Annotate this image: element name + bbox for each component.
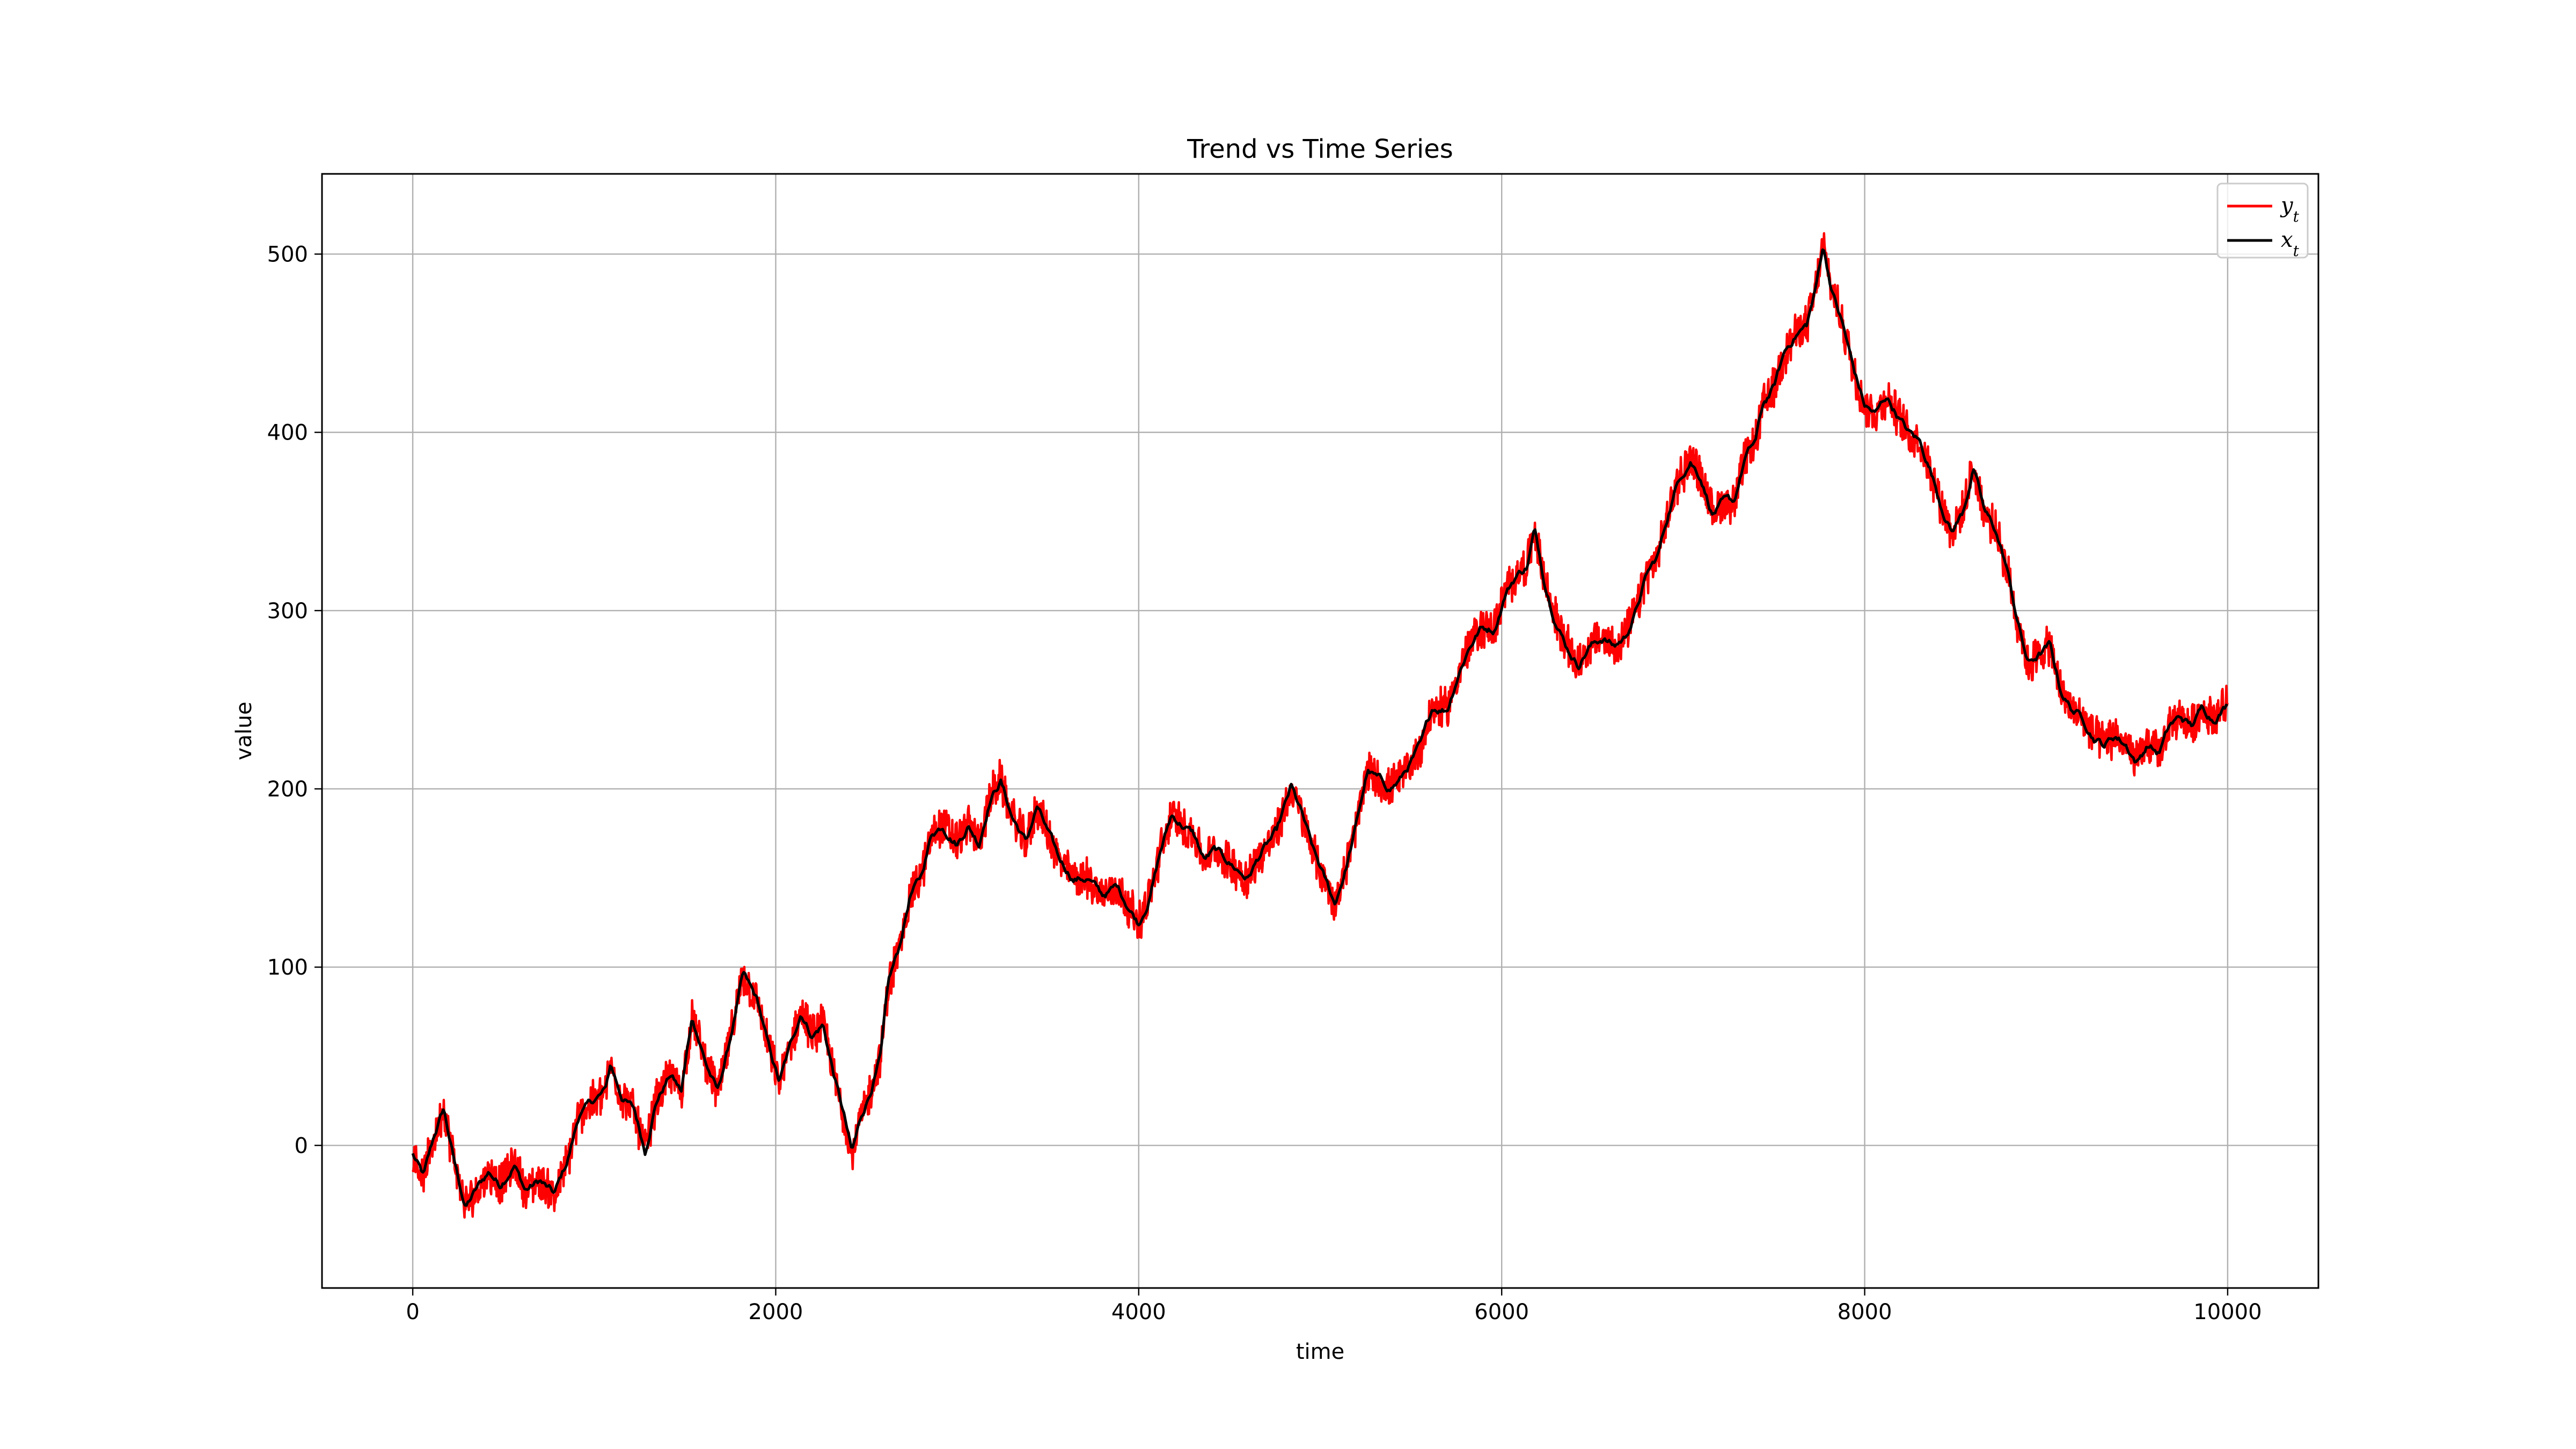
x-tick-label: 0 <box>406 1300 419 1324</box>
y-tick-label: 500 <box>267 242 308 267</box>
y-tick-label: 300 <box>267 599 308 624</box>
series-line-y <box>412 232 2229 1219</box>
x-axis-ticks: 0 2000 4000 6000 8000 10000 <box>406 1288 2262 1324</box>
series-line-x <box>411 248 2228 1207</box>
y-axis-label: value <box>232 701 257 760</box>
y-tick-label: 0 <box>295 1133 308 1158</box>
y-axis-ticks: 0 100 200 300 400 500 <box>267 242 322 1158</box>
chart-title: Trend vs Time Series <box>1187 134 1453 164</box>
series-group <box>411 232 2229 1219</box>
legend-label-y-subscript: t <box>2293 208 2300 225</box>
grid <box>322 174 2318 1288</box>
legend-label-x-subscript: t <box>2293 242 2300 260</box>
x-tick-label: 10000 <box>2193 1300 2262 1324</box>
x-tick-label: 2000 <box>749 1300 803 1324</box>
y-tick-label: 200 <box>267 777 308 802</box>
y-tick-label: 100 <box>267 955 308 980</box>
x-axis-label: time <box>1296 1340 1344 1364</box>
x-tick-label: 6000 <box>1474 1300 1529 1324</box>
y-tick-label: 400 <box>267 421 308 445</box>
plot-area-background <box>322 174 2318 1288</box>
x-tick-label: 4000 <box>1111 1300 1166 1324</box>
x-tick-label: 8000 <box>1838 1300 1892 1324</box>
legend: yt xt <box>2216 182 2309 260</box>
plot-frame <box>321 173 2319 1289</box>
